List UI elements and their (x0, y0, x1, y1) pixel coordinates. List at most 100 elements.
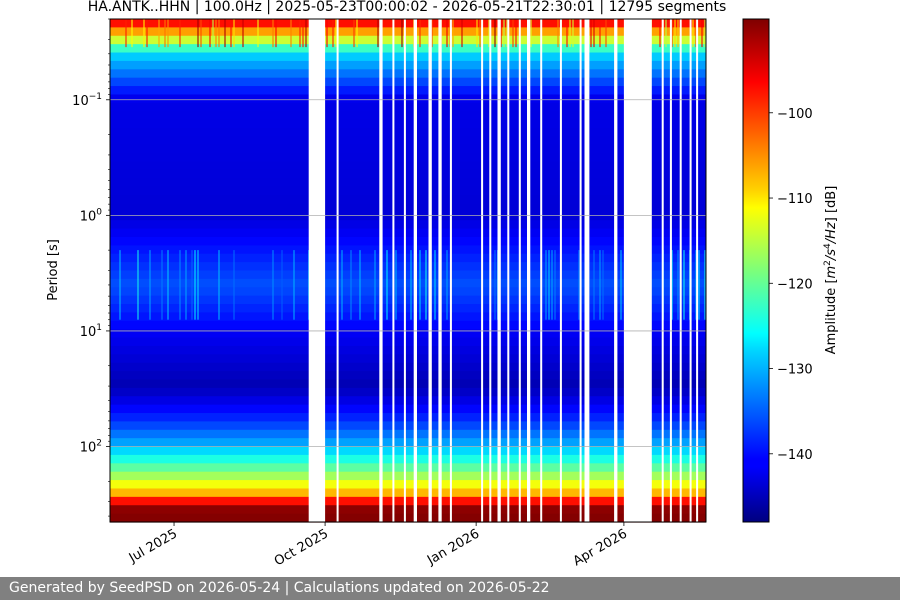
amplitude-band (110, 186, 706, 196)
variation-streak (557, 19, 559, 48)
colorbar-tick-label: −100 (777, 107, 813, 122)
variation-streak (551, 250, 553, 320)
variation-streak (677, 19, 679, 48)
data-gap (403, 19, 406, 522)
data-gap (689, 19, 692, 522)
variation-streak (410, 250, 412, 320)
variation-streak (224, 19, 226, 48)
amplitude-band (110, 35, 706, 45)
variation-streak (167, 250, 169, 320)
variation-streak (194, 250, 196, 320)
variation-streak (185, 250, 187, 320)
variation-streak (197, 19, 199, 48)
amplitude-band (110, 505, 706, 515)
amplitude-band (110, 228, 706, 238)
amplitude-band (110, 371, 706, 381)
variation-streak (530, 19, 532, 48)
y-tick-label: 101 (80, 323, 102, 340)
variation-streak (479, 19, 481, 48)
variation-streak (401, 19, 403, 48)
variation-streak (578, 250, 580, 320)
amplitude-band (110, 320, 706, 330)
amplitude-band (110, 480, 706, 490)
data-gap (336, 19, 339, 522)
data-gap (428, 19, 432, 522)
variation-streak (704, 250, 706, 320)
amplitude-band (110, 94, 706, 104)
variation-streak (434, 250, 436, 320)
variation-streak (512, 19, 514, 48)
variation-streak (548, 250, 550, 320)
amplitude-band (110, 513, 706, 523)
variation-streak (281, 250, 283, 320)
amplitude-band (110, 362, 706, 372)
variation-streak (335, 19, 337, 48)
amplitude-band (110, 295, 706, 305)
amplitude-band (110, 387, 706, 397)
amplitude-band (110, 270, 706, 280)
amplitude-band (110, 421, 706, 431)
amplitude-band (110, 345, 706, 355)
y-axis-ticks: 10−1 100 101 102 (72, 18, 110, 517)
amplitude-band (110, 312, 706, 322)
variation-streak (386, 250, 388, 320)
variation-streak (503, 19, 505, 48)
x-tick-label: Jan 2026 (424, 526, 482, 568)
amplitude-band (110, 153, 706, 163)
variation-streak (446, 19, 448, 48)
variation-streak (698, 250, 700, 320)
y-axis-label: Period [s] (46, 239, 61, 301)
variation-streak (572, 19, 574, 48)
variation-streak (353, 19, 355, 48)
amplitude-band (110, 488, 706, 498)
amplitude-band (110, 329, 706, 339)
variation-streak (395, 250, 397, 320)
variation-streak (164, 19, 166, 48)
variation-streak (197, 250, 199, 320)
variation-streak (701, 19, 703, 48)
variation-streak (446, 250, 448, 320)
amplitude-band (110, 413, 706, 422)
amplitude-band (110, 304, 706, 314)
variation-streak (605, 19, 607, 48)
variation-streak (695, 19, 697, 48)
amplitude-band (110, 195, 706, 205)
colorbar-tick-label: −140 (777, 448, 813, 463)
amplitude-band (110, 471, 706, 481)
amplitude-band (110, 404, 706, 414)
amplitude-band (110, 60, 706, 70)
amplitude-band (110, 161, 706, 171)
variation-streak (230, 19, 232, 48)
amplitude-band (110, 111, 706, 121)
variation-streak (677, 250, 679, 320)
amplitude-band (110, 278, 706, 288)
data-gap (679, 19, 682, 522)
amplitude-band (110, 463, 706, 473)
variation-streak (257, 19, 259, 48)
amplitude-band (110, 52, 706, 62)
variation-streak (299, 19, 301, 48)
footer-bar: Generated by SeedPSD on 2026-05-24 | Cal… (0, 577, 900, 600)
spectrogram-plot: 10−1 100 101 102 Jul 2025 Oct 2025 Jan 2026 Ap… (72, 18, 707, 569)
data-gap (584, 19, 590, 522)
variation-streak (215, 19, 217, 48)
variation-streak (200, 19, 202, 48)
data-gap (669, 19, 672, 522)
variation-streak (359, 250, 361, 320)
variation-streak (494, 19, 496, 48)
variation-streak (167, 19, 169, 48)
colorbar-label: Amplitude [m2/s4/Hz] [dB] (823, 186, 839, 355)
variation-streak (674, 19, 676, 48)
amplitude-band (110, 136, 706, 146)
variation-streak (431, 19, 433, 48)
variation-streak (419, 19, 421, 48)
variation-streak (671, 250, 673, 320)
amplitude-band (110, 69, 706, 79)
variation-streak (377, 19, 379, 48)
variation-streak (131, 19, 133, 48)
variation-streak (602, 250, 604, 320)
variation-streak (695, 250, 697, 320)
psd-figure: HA.ANTK..HHN | 100.0Hz | 2025-05-23T00:0… (46, 0, 839, 569)
variation-streak (242, 19, 244, 48)
variation-streak (146, 19, 148, 48)
